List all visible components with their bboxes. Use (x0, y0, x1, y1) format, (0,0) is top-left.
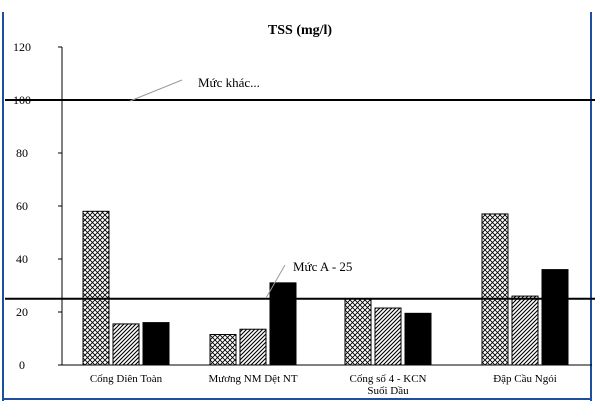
bar-crosshatch (82, 210, 110, 366)
bar-diagonal (239, 328, 267, 366)
y-tick-label: 100 (13, 93, 31, 107)
bar-diagonal (511, 295, 539, 366)
chart-title: TSS (mg/l) (268, 23, 333, 38)
reference-callout-leader (265, 264, 286, 299)
x-category-label: Cống số 4 - KCN (349, 373, 426, 385)
bar-solid (541, 269, 569, 366)
y-tick-label: 120 (13, 40, 31, 54)
y-tick-label: 0 (19, 358, 25, 372)
x-category-label: Đập Cầu Ngói (493, 373, 557, 385)
reference-line-label: Mức khác... (198, 75, 260, 90)
x-category-label: Suối Dầu (367, 385, 409, 397)
reference-line-label: Mức A - 25 (293, 259, 352, 274)
x-category-label: Cống Diên Toàn (90, 373, 163, 385)
y-tick-label: 80 (16, 146, 28, 160)
bar-solid (269, 282, 297, 366)
bar-diagonal (112, 323, 140, 366)
bar-crosshatch (209, 334, 237, 366)
bar-diagonal (374, 307, 402, 366)
bar-solid (142, 322, 170, 366)
y-tick-label: 60 (16, 199, 28, 213)
y-tick-label: 20 (16, 305, 28, 319)
bar-solid (404, 312, 432, 366)
bar-crosshatch (344, 298, 372, 366)
y-tick-label: 40 (16, 252, 28, 266)
reference-callout-leader (129, 79, 183, 102)
x-category-label: Mương NM Dệt NT (208, 373, 297, 385)
bar-crosshatch (481, 213, 509, 366)
